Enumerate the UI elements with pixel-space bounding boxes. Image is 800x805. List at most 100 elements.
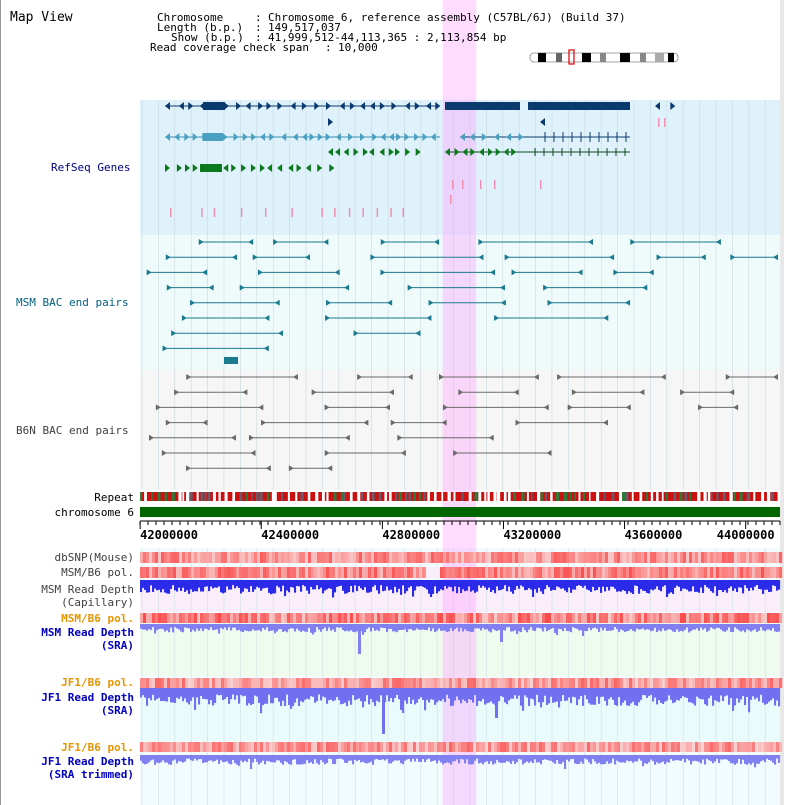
bac-end [323, 239, 329, 245]
heat-cell [311, 552, 315, 563]
gene-arrow [488, 148, 494, 156]
gene-arrow [223, 102, 229, 110]
gene-arrow [426, 102, 432, 110]
depth-bar [584, 688, 587, 696]
bac-end [426, 315, 432, 321]
position-axis: 42000000 42400000 42800000 43200000 43600000… [139, 520, 781, 542]
heat-cell [584, 567, 588, 578]
depth-bar [560, 688, 563, 702]
heat-cell [404, 613, 408, 623]
depth-bar [762, 624, 765, 631]
bac-end [515, 419, 521, 426]
depth-bar [758, 688, 761, 702]
heat-cell [737, 552, 741, 563]
heat-cell [590, 567, 594, 578]
heat-cell [752, 678, 756, 688]
depth-bar [484, 755, 487, 762]
depth-bar [656, 580, 659, 587]
depth-bar [440, 580, 443, 590]
heat-cell [680, 678, 684, 688]
heat-cell [422, 613, 426, 623]
depth-bar [446, 580, 449, 589]
depth-bar [664, 624, 667, 631]
repeat-element [232, 492, 236, 501]
gene-arrow [518, 133, 524, 141]
depth-bar [326, 624, 329, 631]
depth-bar [364, 755, 367, 764]
depth-bar [716, 688, 719, 702]
repeat-element [770, 492, 774, 501]
depth-bar [264, 688, 267, 704]
heat-cell [404, 678, 408, 688]
heat-cell [764, 552, 768, 563]
depth-bar [702, 688, 705, 700]
heat-cell [524, 552, 528, 563]
depth-bar [162, 624, 165, 630]
depth-bar [692, 688, 695, 704]
depth-bar [598, 688, 601, 704]
depth-bar [196, 755, 199, 761]
depth-bar [514, 755, 517, 764]
heat-cell [608, 613, 612, 623]
heat-cell [338, 613, 342, 623]
depth-bar [560, 755, 563, 765]
depth-bar [722, 688, 725, 702]
depth-bar [746, 580, 749, 589]
heat-cell [440, 742, 444, 752]
gene-mark [402, 208, 405, 217]
depth-bar [300, 580, 303, 592]
heat-cell [380, 552, 384, 563]
depth-bar [540, 688, 543, 708]
depth-bar [380, 580, 383, 586]
bac-end [353, 330, 359, 337]
depth-bar [396, 755, 399, 761]
depth-bar [524, 688, 527, 696]
depth-bar [204, 580, 207, 587]
track-label-b6n-bac[interactable]: B6N BAC end pairs [16, 424, 129, 437]
heat-cell [290, 678, 294, 688]
repeat-element [333, 492, 337, 501]
heat-cell [497, 742, 501, 752]
gene-arrow [369, 148, 375, 156]
depth-bar [508, 580, 511, 587]
heat-cell [446, 742, 450, 752]
depth-bar [718, 624, 721, 629]
depth-bar [760, 624, 763, 628]
depth-bar [490, 580, 493, 593]
heat-cell [545, 613, 549, 623]
depth-bar [744, 580, 747, 586]
heat-cell [377, 678, 381, 688]
heat-cell [290, 613, 294, 623]
depth-bar [442, 688, 445, 700]
heat-cell [470, 567, 474, 578]
heat-cell [740, 742, 744, 752]
track-label-msm-bac[interactable]: MSM BAC end pairs [16, 296, 129, 309]
depth-bar [460, 624, 463, 628]
repeat-element [531, 492, 533, 501]
depth-bar [718, 580, 721, 591]
heat-cell [362, 567, 366, 578]
track-label-refseq[interactable]: RefSeq Genes [51, 161, 131, 174]
heat-cell [710, 613, 714, 623]
depth-bar [230, 624, 233, 631]
heat-cell [317, 613, 321, 623]
depth-bar [340, 755, 343, 759]
heat-cell [446, 567, 450, 578]
heat-cell [179, 678, 183, 688]
depth-bar [224, 755, 227, 762]
bac-end [326, 299, 332, 306]
heat-cell [389, 678, 393, 688]
depth-bar [188, 688, 191, 705]
depth-bar [434, 688, 437, 705]
gene-arrow [388, 148, 394, 156]
heat-cell [590, 678, 594, 688]
bac-end [208, 284, 214, 291]
depth-bar [478, 688, 481, 701]
heat-cell [302, 552, 306, 563]
heat-cell [356, 567, 360, 578]
depth-bar [618, 688, 621, 698]
depth-bar [372, 580, 375, 587]
heat-cell [209, 567, 213, 578]
